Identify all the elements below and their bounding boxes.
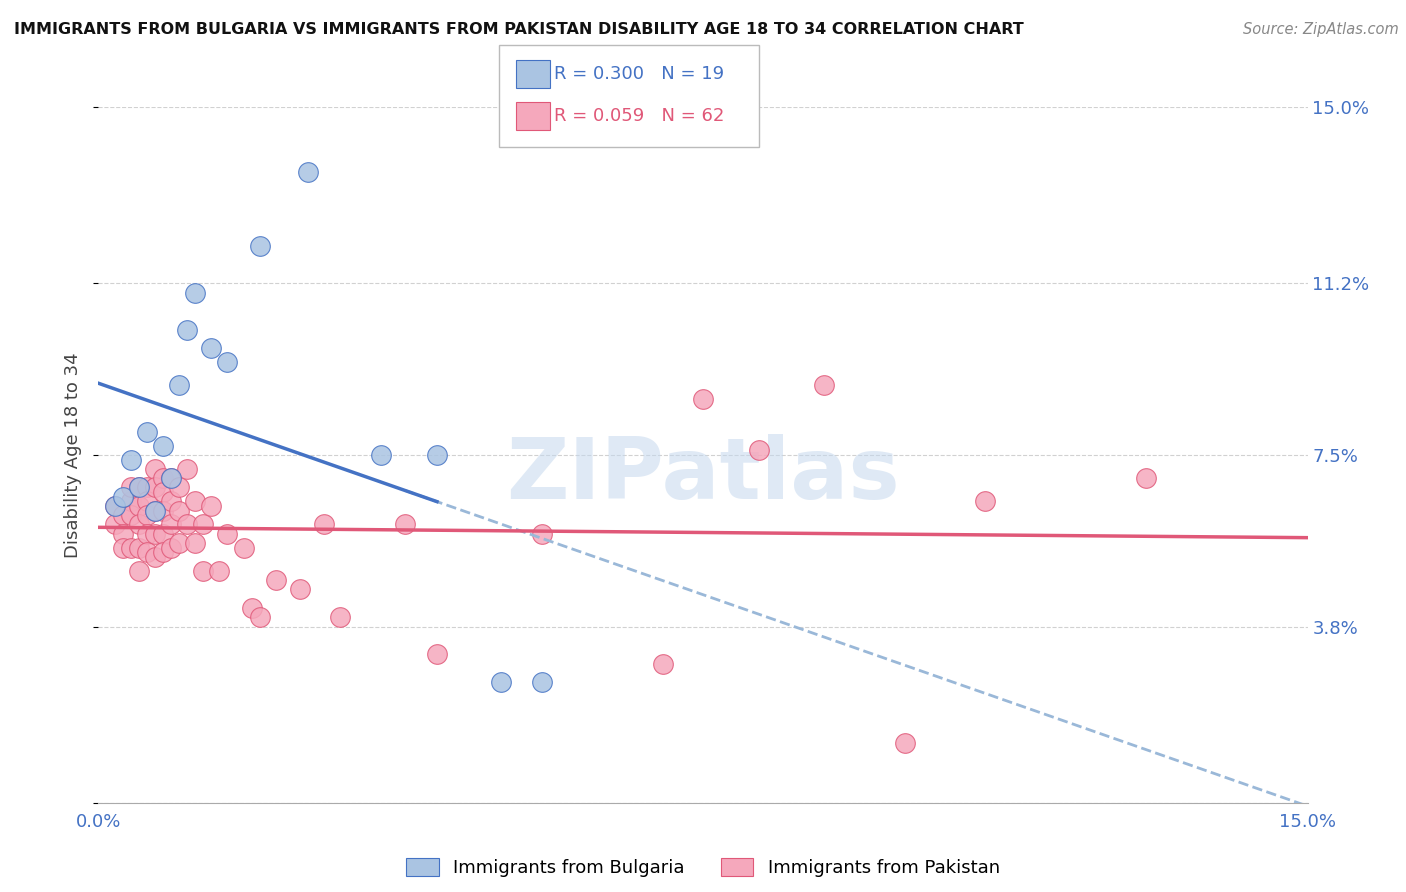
Point (184, 285, 207, 300)
Point (143, 503, 166, 517)
Point (128, 499, 150, 513)
Point (264, 573, 287, 587)
Point (167, 378, 190, 392)
Point (128, 480, 150, 494)
Point (200, 341, 222, 355)
Point (120, 480, 142, 494)
Point (135, 526, 157, 541)
Point (193, 564, 215, 578)
Y-axis label: Disability Age 18 to 34: Disability Age 18 to 34 (65, 352, 83, 558)
Point (974, 494, 997, 508)
Point (160, 494, 183, 508)
Point (135, 545, 157, 559)
Text: IMMIGRANTS FROM BULGARIA VS IMMIGRANTS FROM PAKISTAN DISABILITY AGE 18 TO 34 COR: IMMIGRANTS FROM BULGARIA VS IMMIGRANTS F… (14, 22, 1024, 37)
Point (1135, 471, 1157, 485)
Point (103, 517, 125, 532)
Point (530, 526, 553, 541)
Point (200, 499, 222, 513)
Point (329, 610, 352, 624)
Point (143, 549, 166, 564)
Point (160, 541, 183, 555)
Point (128, 564, 150, 578)
Point (120, 452, 142, 467)
Point (394, 517, 416, 532)
Point (184, 494, 207, 508)
Point (135, 480, 157, 494)
Point (120, 541, 142, 555)
Point (143, 526, 166, 541)
Point (288, 582, 311, 597)
Point (103, 499, 125, 513)
Legend: Immigrants from Bulgaria, Immigrants from Pakistan: Immigrants from Bulgaria, Immigrants fro… (399, 851, 1007, 884)
Point (217, 355, 239, 369)
Point (135, 494, 157, 508)
Point (143, 462, 166, 476)
Point (135, 425, 157, 439)
Point (120, 494, 142, 508)
Point (176, 323, 198, 337)
Text: Source: ZipAtlas.com: Source: ZipAtlas.com (1243, 22, 1399, 37)
Point (167, 503, 190, 517)
Point (692, 392, 714, 407)
Point (152, 439, 174, 453)
Point (748, 443, 770, 458)
Point (176, 517, 198, 532)
Point (426, 648, 449, 662)
Text: R = 0.300   N = 19: R = 0.300 N = 19 (554, 65, 724, 83)
Point (240, 601, 263, 615)
Point (651, 657, 673, 671)
Point (120, 508, 142, 523)
Point (111, 526, 134, 541)
Point (111, 508, 134, 523)
Point (152, 485, 174, 500)
Point (128, 480, 150, 494)
Point (111, 490, 134, 504)
Text: R = 0.059   N = 62: R = 0.059 N = 62 (554, 107, 724, 125)
Point (103, 499, 125, 513)
Point (314, 517, 336, 532)
Point (232, 541, 254, 555)
Point (184, 536, 207, 550)
Point (128, 517, 150, 532)
Point (217, 526, 239, 541)
Point (143, 503, 166, 517)
Point (297, 165, 319, 179)
Point (813, 378, 835, 392)
Point (249, 610, 271, 624)
Point (152, 526, 174, 541)
Point (143, 480, 166, 494)
Point (176, 462, 198, 476)
Point (193, 517, 215, 532)
Point (249, 239, 271, 253)
Point (160, 517, 183, 532)
Point (160, 471, 183, 485)
Point (167, 480, 190, 494)
Point (152, 471, 174, 485)
Point (370, 448, 392, 462)
Point (893, 735, 915, 749)
Point (128, 541, 150, 555)
Point (111, 541, 134, 555)
Point (208, 564, 231, 578)
Text: ZIPatlas: ZIPatlas (506, 434, 900, 517)
Point (135, 508, 157, 523)
Point (491, 675, 513, 690)
Point (160, 471, 183, 485)
Point (152, 503, 174, 517)
Point (426, 448, 449, 462)
Point (152, 545, 174, 559)
Point (167, 536, 190, 550)
Point (530, 675, 553, 690)
